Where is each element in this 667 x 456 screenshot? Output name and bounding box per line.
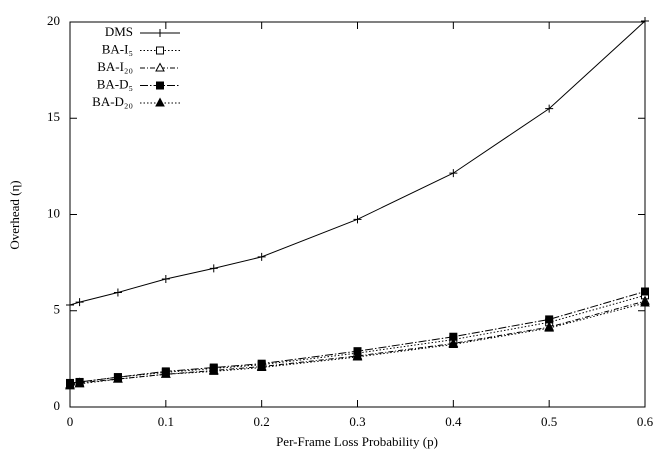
y-tick-label: 5 xyxy=(54,302,61,317)
x-tick-label: 0 xyxy=(67,414,74,429)
x-tick-label: 0.1 xyxy=(158,414,174,429)
x-axis-label: Per-Frame Loss Probability (p) xyxy=(276,434,438,449)
point-marker xyxy=(75,298,84,307)
legend-marker xyxy=(156,46,164,55)
legend-marker xyxy=(156,29,164,37)
point-marker xyxy=(449,169,458,178)
point-marker xyxy=(256,361,267,372)
point-marker xyxy=(641,287,649,296)
legend-label: BA-I₅ xyxy=(102,41,133,56)
point-marker xyxy=(448,338,459,348)
y-tick-label: 15 xyxy=(47,109,60,124)
y-axis-label: Overhead (η) xyxy=(7,180,22,249)
point-marker xyxy=(161,274,170,283)
legend-marker xyxy=(155,97,165,107)
point-marker xyxy=(640,297,650,307)
point-marker xyxy=(113,288,122,297)
x-tick-label: 0.3 xyxy=(349,414,365,429)
series-line xyxy=(69,302,646,387)
point-marker xyxy=(352,351,363,361)
x-tick-label: 0.5 xyxy=(541,414,557,429)
series-line xyxy=(69,294,646,385)
point-marker xyxy=(257,252,266,261)
legend-marker xyxy=(155,62,165,72)
point-marker xyxy=(641,17,649,26)
point-marker xyxy=(74,378,85,388)
point-marker xyxy=(209,264,218,273)
point-marker xyxy=(544,322,555,332)
point-marker xyxy=(545,104,554,113)
x-tick-label: 0.4 xyxy=(445,414,462,429)
point-marker xyxy=(65,380,75,390)
point-marker xyxy=(353,215,362,224)
series-line xyxy=(69,20,646,306)
legend-label: BA-D₅ xyxy=(97,76,133,91)
x-tick-label: 0.6 xyxy=(637,414,654,429)
legend-label: DMS xyxy=(105,24,133,39)
point-marker xyxy=(160,368,171,378)
legend-label: BA-D₂₀ xyxy=(92,94,133,109)
legend-label: BA-I₂₀ xyxy=(97,59,133,74)
x-tick-label: 0.2 xyxy=(254,414,270,429)
legend-marker xyxy=(156,81,164,90)
point-marker xyxy=(113,373,123,383)
point-marker xyxy=(545,315,554,324)
y-tick-label: 20 xyxy=(47,13,60,28)
point-marker xyxy=(208,365,219,375)
y-tick-label: 10 xyxy=(47,205,60,220)
series-line xyxy=(69,300,646,386)
y-tick-label: 0 xyxy=(54,398,61,413)
series-line xyxy=(69,291,646,384)
point-marker xyxy=(66,300,74,309)
